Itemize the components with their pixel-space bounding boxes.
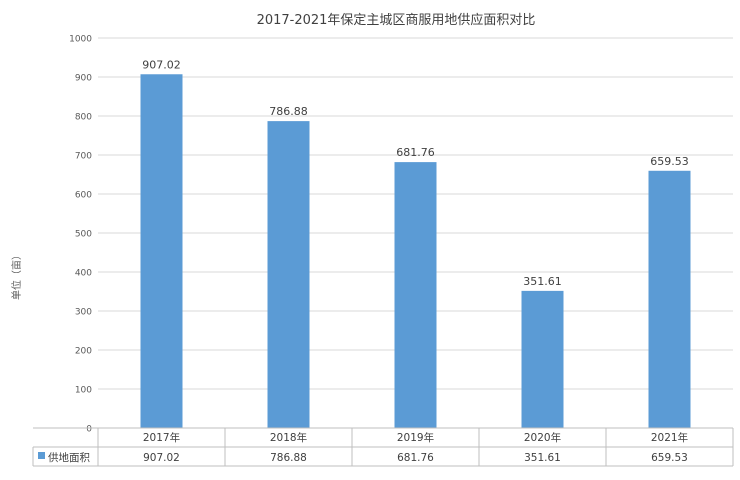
table-value: 907.02 — [143, 452, 180, 464]
chart-title: 2017-2021年保定主城区商服用地供应面积对比 — [257, 12, 536, 28]
data-table: 2017年 907.02 2018年 786.88 2019年 681.76 2020年 35… — [32, 427, 734, 467]
y-tick-label: 500 — [75, 230, 92, 240]
table-value: 351.61 — [524, 452, 561, 464]
y-tick-label: 1000 — [69, 35, 92, 45]
value-label: 681.76 — [396, 146, 435, 159]
x-tick-label: 2017年 — [143, 431, 180, 444]
y-tick-label: 800 — [75, 113, 92, 123]
value-label: 786.88 — [269, 105, 308, 118]
value-labels: 907.02 786.88 681.76 351.61 659.53 — [142, 58, 689, 288]
y-tick-label: 700 — [75, 152, 92, 162]
bar — [521, 290, 564, 428]
x-tick-label: 2019年 — [397, 431, 434, 444]
bar — [394, 162, 437, 429]
y-tick-label: 300 — [75, 308, 92, 318]
value-label: 659.53 — [650, 155, 689, 168]
y-axis-label: 单位（亩） — [10, 250, 23, 300]
y-tick-label: 600 — [75, 191, 92, 201]
y-tick-label: 900 — [75, 74, 92, 84]
x-tick-label: 2018年 — [270, 431, 307, 444]
value-label: 907.02 — [142, 58, 181, 71]
y-axis-ticks: 0 100 200 300 400 500 600 700 800 900 1000 — [69, 35, 92, 435]
bar — [648, 170, 691, 428]
legend-label: 供地面积 — [48, 451, 90, 464]
y-tick-label: 0 — [86, 425, 92, 435]
table-value: 681.76 — [397, 452, 434, 464]
x-tick-label: 2020年 — [524, 431, 561, 444]
value-label: 351.61 — [523, 275, 562, 288]
bar — [267, 121, 310, 429]
x-tick-label: 2021年 — [651, 431, 688, 444]
bars — [140, 74, 691, 429]
y-tick-label: 400 — [75, 269, 92, 279]
legend-swatch — [38, 452, 45, 459]
y-tick-label: 100 — [75, 386, 92, 396]
y-tick-label: 200 — [75, 347, 92, 357]
table-value: 786.88 — [270, 452, 307, 464]
table-value: 659.53 — [651, 452, 688, 464]
bar — [140, 74, 183, 428]
